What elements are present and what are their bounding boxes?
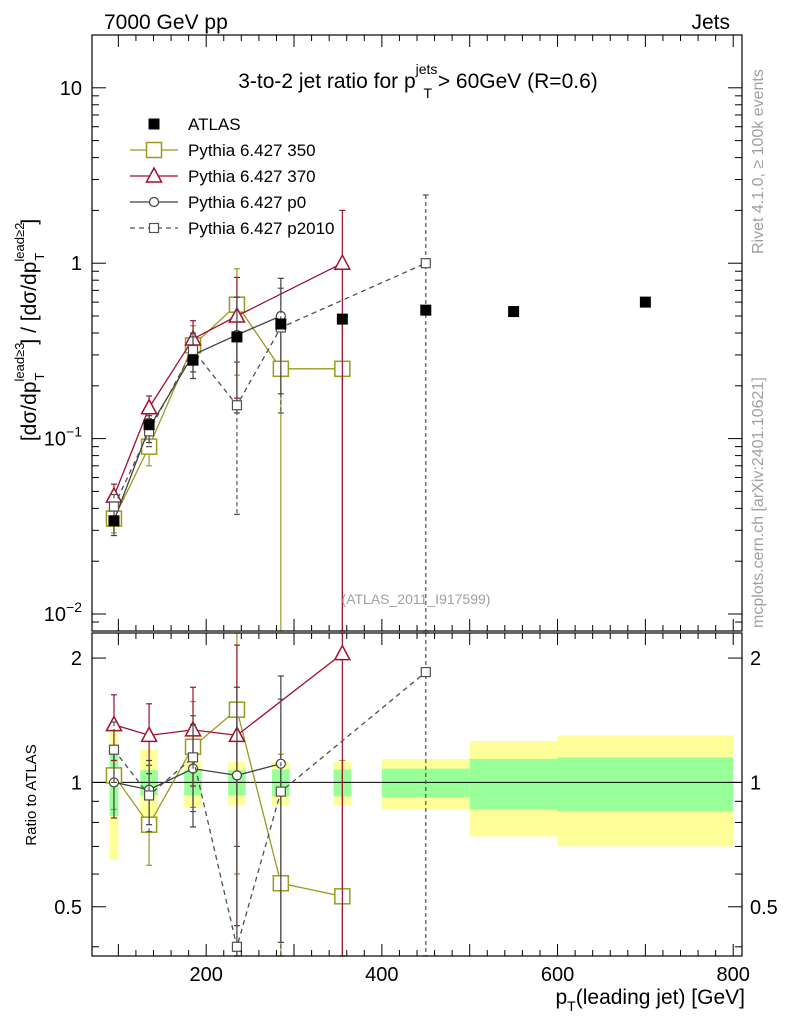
y-axis-label: [dσ/dplead≥3 T] / [dσ/dplead≥2 T] (12, 219, 47, 441)
ratio-point (187, 752, 199, 763)
legend: ATLAS Pythia 6.427 350 Pythia 6.427 370 Pyt… (130, 115, 335, 238)
atlas-point (108, 515, 120, 527)
band-inner (557, 757, 734, 812)
series-point (333, 253, 352, 270)
band-inner (469, 758, 558, 810)
ratio-point (143, 790, 155, 801)
y-tick-label: 10−1 (44, 424, 82, 451)
atlas-point (420, 304, 432, 316)
series-point (420, 258, 431, 269)
axis-ticks: 200 400 600 800 10 1 10−1 10−2 0.5 0.5 1 1 2 2 (44, 34, 778, 986)
atlas-point (187, 354, 199, 366)
data-uncertainty-bands (109, 728, 734, 860)
ratio-point (333, 644, 352, 661)
series-0 (105, 268, 351, 957)
ratio-tick-label: 2 (71, 648, 82, 670)
legend-marker (148, 196, 160, 208)
ratio-point (275, 786, 286, 797)
x-tick-label: 600 (541, 964, 574, 986)
x-axis-label: pT(leading jet) [GeV] (555, 986, 745, 1014)
legend-label: Pythia 6.427 350 (188, 141, 316, 160)
ratio-point (231, 941, 243, 952)
y-tick-label: 10−2 (44, 599, 82, 626)
y-tick-label: 1 (71, 253, 82, 275)
series-point (108, 501, 120, 512)
ratio-tick-label: 0.5 (54, 897, 82, 919)
legend-label: Pythia 6.427 370 (188, 167, 316, 186)
ratio-tick-label-right: 2 (750, 648, 761, 670)
ratio-tick-label-right: 1 (750, 772, 761, 794)
rivet-label: Rivet 4.1.0, ≥ 100k events (750, 69, 767, 254)
ratio-point (231, 770, 243, 781)
series-1 (105, 209, 352, 957)
header-right: Jets (691, 11, 730, 34)
atlas-point (336, 313, 348, 325)
atlas-data-layer (108, 296, 651, 527)
series-line (113, 262, 343, 497)
series-point (187, 344, 199, 356)
x-tick-label: 800 (717, 964, 750, 986)
atlas-point (143, 419, 155, 431)
atlas-point (275, 318, 287, 330)
legend-label: Pythia 6.427 p0 (188, 193, 306, 212)
series-line (113, 262, 427, 507)
ratio-tick-label-right: 0.5 (750, 897, 778, 919)
mcplots-label: mcplots.cern.ch [arXiv:2401.10621] (750, 377, 767, 628)
atlas-point (231, 331, 243, 343)
y-tick-label: 10 (60, 78, 82, 100)
ratio-point (420, 666, 431, 678)
ratio-point (108, 744, 120, 755)
ratio-point (140, 725, 158, 743)
legend-marker (145, 141, 163, 159)
series-3 (108, 194, 431, 957)
legend-marker-atlas (148, 118, 160, 130)
series-point (231, 400, 243, 411)
x-tick-label: 400 (365, 964, 398, 986)
plot-title: 3-to-2 jet ratio for pjets T > 60GeV (R=0… (238, 61, 598, 101)
ratio-tick-label: 1 (71, 772, 82, 794)
watermark: (ATLAS_2011_I917599) (342, 591, 491, 607)
series-ratio-group (113, 671, 427, 947)
series-layer (105, 194, 431, 957)
series-2 (108, 277, 286, 957)
atlas-point (639, 296, 651, 308)
atlas-point (508, 306, 520, 318)
series-point (140, 398, 158, 415)
x-tick-label: 200 (190, 964, 223, 986)
legend-label-atlas: ATLAS (188, 115, 241, 134)
legend-marker (148, 222, 160, 234)
ratio-axis-label: Ratio to ATLAS (23, 744, 40, 845)
series-ratio-line (113, 671, 427, 947)
series-ratio-group (113, 653, 343, 737)
series-ratio-line (113, 653, 343, 737)
legend-label: Pythia 6.427 p2010 (188, 219, 335, 238)
legend-marker (145, 166, 163, 183)
header-left: 7000 GeV pp (104, 11, 228, 34)
series-line (113, 303, 343, 519)
